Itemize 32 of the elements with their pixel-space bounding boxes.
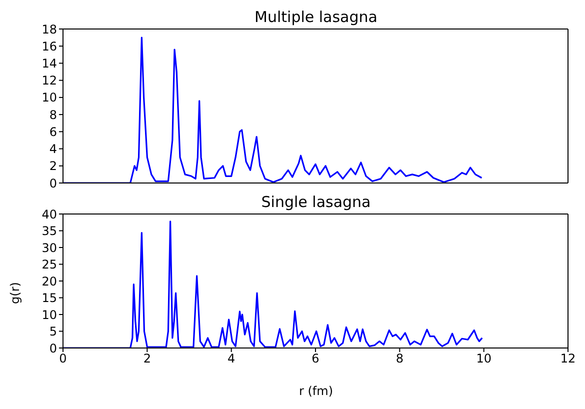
y-tick-label: 2 (49, 159, 57, 174)
y-tick-label: 18 (42, 22, 57, 36)
y-tick-label: 10 (42, 90, 57, 105)
y-tick-label: 30 (42, 240, 57, 255)
y-tick-label: 35 (42, 224, 57, 238)
x-tick-label: 4 (228, 352, 236, 366)
y-tick-label: 12 (42, 74, 57, 88)
x-tick-label: 6 (312, 352, 320, 366)
y-tick-label: 6 (49, 124, 57, 139)
x-tick-label: 2 (143, 352, 151, 366)
y-axis-title: g(r) (8, 282, 22, 304)
x-tick-label: 0 (59, 352, 67, 366)
x-tick-label: 10 (476, 352, 492, 366)
y-tick-label: 0 (49, 341, 57, 356)
y-tick-label: 15 (42, 291, 57, 306)
y-tick-label: 4 (49, 142, 57, 156)
y-tick-label: 0 (49, 176, 57, 190)
y-tick-label: 14 (42, 56, 57, 70)
line-series (63, 220, 483, 348)
y-tick-label: 5 (49, 324, 57, 339)
y-tick-label: 40 (42, 207, 57, 222)
x-tick-label: 12 (560, 352, 576, 366)
y-tick-label: 10 (42, 308, 57, 322)
y-tick-label: 20 (42, 274, 57, 288)
y-tick-label: 25 (42, 258, 57, 272)
y-tick-label: 8 (49, 108, 57, 122)
chart-title: Multiple lasagna (254, 8, 378, 26)
line-series (63, 36, 483, 183)
y-tick-label: 16 (42, 39, 57, 54)
x-axis-title: r (fm) (298, 384, 334, 398)
x-tick-label: 8 (396, 352, 404, 366)
chart-title: Single lasagna (260, 193, 372, 211)
